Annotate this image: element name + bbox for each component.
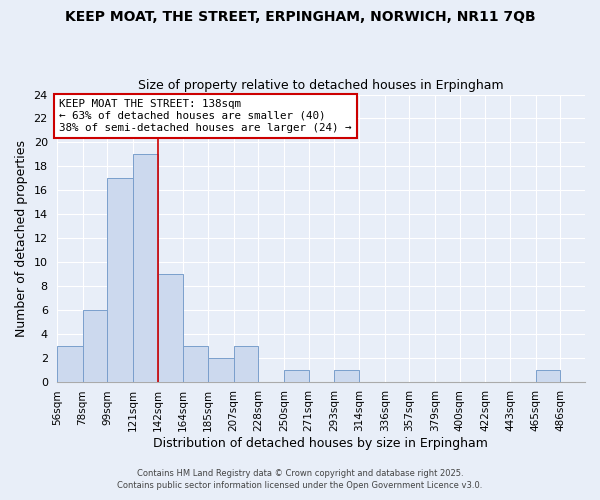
Bar: [158, 274, 184, 382]
Bar: [184, 346, 208, 382]
Bar: [208, 358, 233, 382]
Bar: [334, 370, 359, 382]
Y-axis label: Number of detached properties: Number of detached properties: [15, 140, 28, 336]
Bar: [57, 346, 83, 382]
Bar: [233, 346, 258, 382]
Bar: [284, 370, 308, 382]
X-axis label: Distribution of detached houses by size in Erpingham: Distribution of detached houses by size …: [154, 437, 488, 450]
Bar: [133, 154, 158, 382]
Title: Size of property relative to detached houses in Erpingham: Size of property relative to detached ho…: [138, 79, 504, 92]
Text: KEEP MOAT THE STREET: 138sqm
← 63% of detached houses are smaller (40)
38% of se: KEEP MOAT THE STREET: 138sqm ← 63% of de…: [59, 100, 352, 132]
Bar: [83, 310, 107, 382]
Text: KEEP MOAT, THE STREET, ERPINGHAM, NORWICH, NR11 7QB: KEEP MOAT, THE STREET, ERPINGHAM, NORWIC…: [65, 10, 535, 24]
Bar: [107, 178, 133, 382]
Bar: [536, 370, 560, 382]
Text: Contains HM Land Registry data © Crown copyright and database right 2025.
Contai: Contains HM Land Registry data © Crown c…: [118, 468, 482, 490]
